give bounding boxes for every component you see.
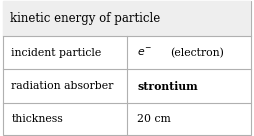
Text: thickness: thickness: [11, 114, 63, 124]
Text: $\mathit{e}^{-}$: $\mathit{e}^{-}$: [137, 47, 152, 58]
Text: 20 cm: 20 cm: [137, 114, 171, 124]
Text: (electron): (electron): [170, 48, 224, 58]
Text: incident particle: incident particle: [11, 48, 102, 58]
Text: radiation absorber: radiation absorber: [11, 81, 114, 91]
Bar: [3, 1, 251, 36]
Text: strontium: strontium: [137, 81, 198, 92]
Text: kinetic energy of particle: kinetic energy of particle: [10, 12, 161, 25]
